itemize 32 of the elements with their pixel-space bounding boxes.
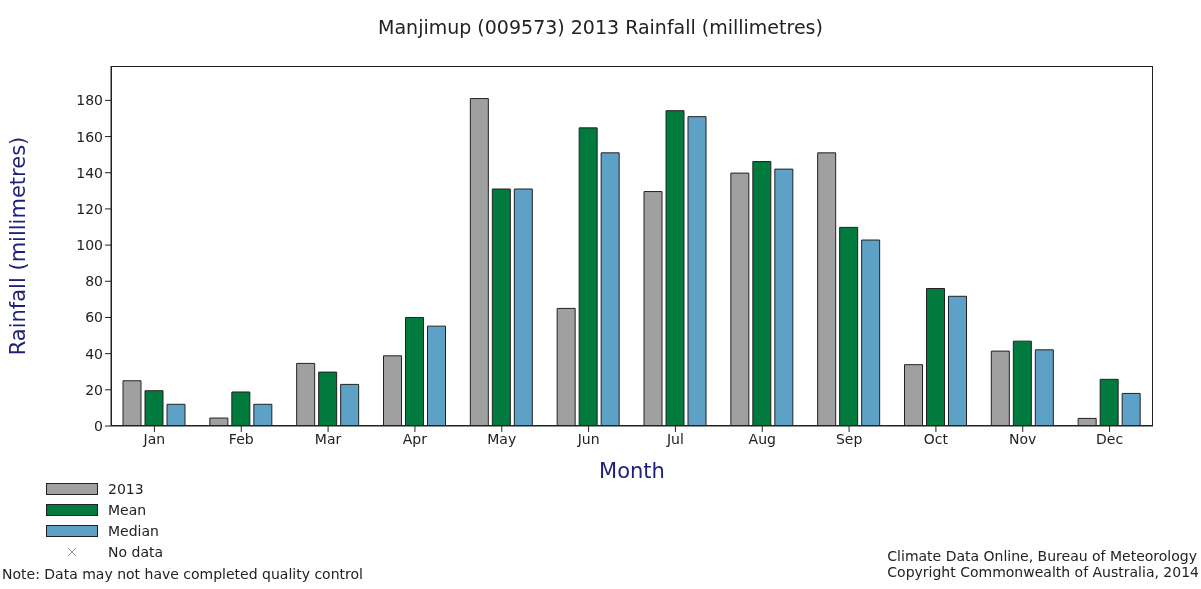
x-tick-label: Jul: [665, 430, 684, 447]
text: Climate Data Online, Bureau of Meteorology: [887, 548, 1198, 564]
y-tick-label: 0: [94, 417, 103, 434]
x-tick-label: May: [487, 430, 517, 447]
y-tick-label: 60: [85, 309, 103, 326]
x-tick-label: Oct: [923, 430, 949, 447]
y-axis-title: Rainfall (millimetres): [6, 136, 31, 356]
x-tick-label: Sep: [835, 430, 863, 447]
y-tick-label: 140: [76, 164, 103, 181]
legend-label: Mean: [108, 501, 147, 518]
x-tick-label: Aug: [748, 430, 776, 447]
x-tick-label: Feb: [228, 430, 254, 447]
x-tick-label: Jan: [142, 430, 166, 447]
x-tick-label: Mar: [314, 430, 342, 447]
y-tick-label: 160: [76, 128, 103, 145]
x-axis-title: Month: [599, 459, 665, 483]
y-tick-label: 100: [76, 237, 103, 254]
legend-label: Median: [108, 522, 159, 539]
text: Copyright Commonwealth of Australia, 2014: [887, 564, 1199, 580]
x-tick-label: Jun: [576, 430, 600, 447]
y-tick-label: 80: [85, 273, 103, 290]
x-tick-label: Apr: [402, 430, 428, 447]
y-tick-label: 120: [76, 200, 103, 217]
text: Note: Data may not have completed quality control: [2, 566, 363, 582]
x-tick-label: Dec: [1096, 430, 1124, 447]
y-tick-label: 20: [85, 381, 103, 398]
x-tick-label: Nov: [1009, 430, 1037, 447]
y-tick-label: 180: [76, 92, 103, 109]
legend-label: No data: [108, 543, 164, 560]
y-tick-label: 40: [85, 345, 103, 362]
legend-label: 2013: [108, 480, 144, 497]
chart-title: Manjimup (009573) 2013 Rainfall (millimetres): [377, 16, 824, 38]
